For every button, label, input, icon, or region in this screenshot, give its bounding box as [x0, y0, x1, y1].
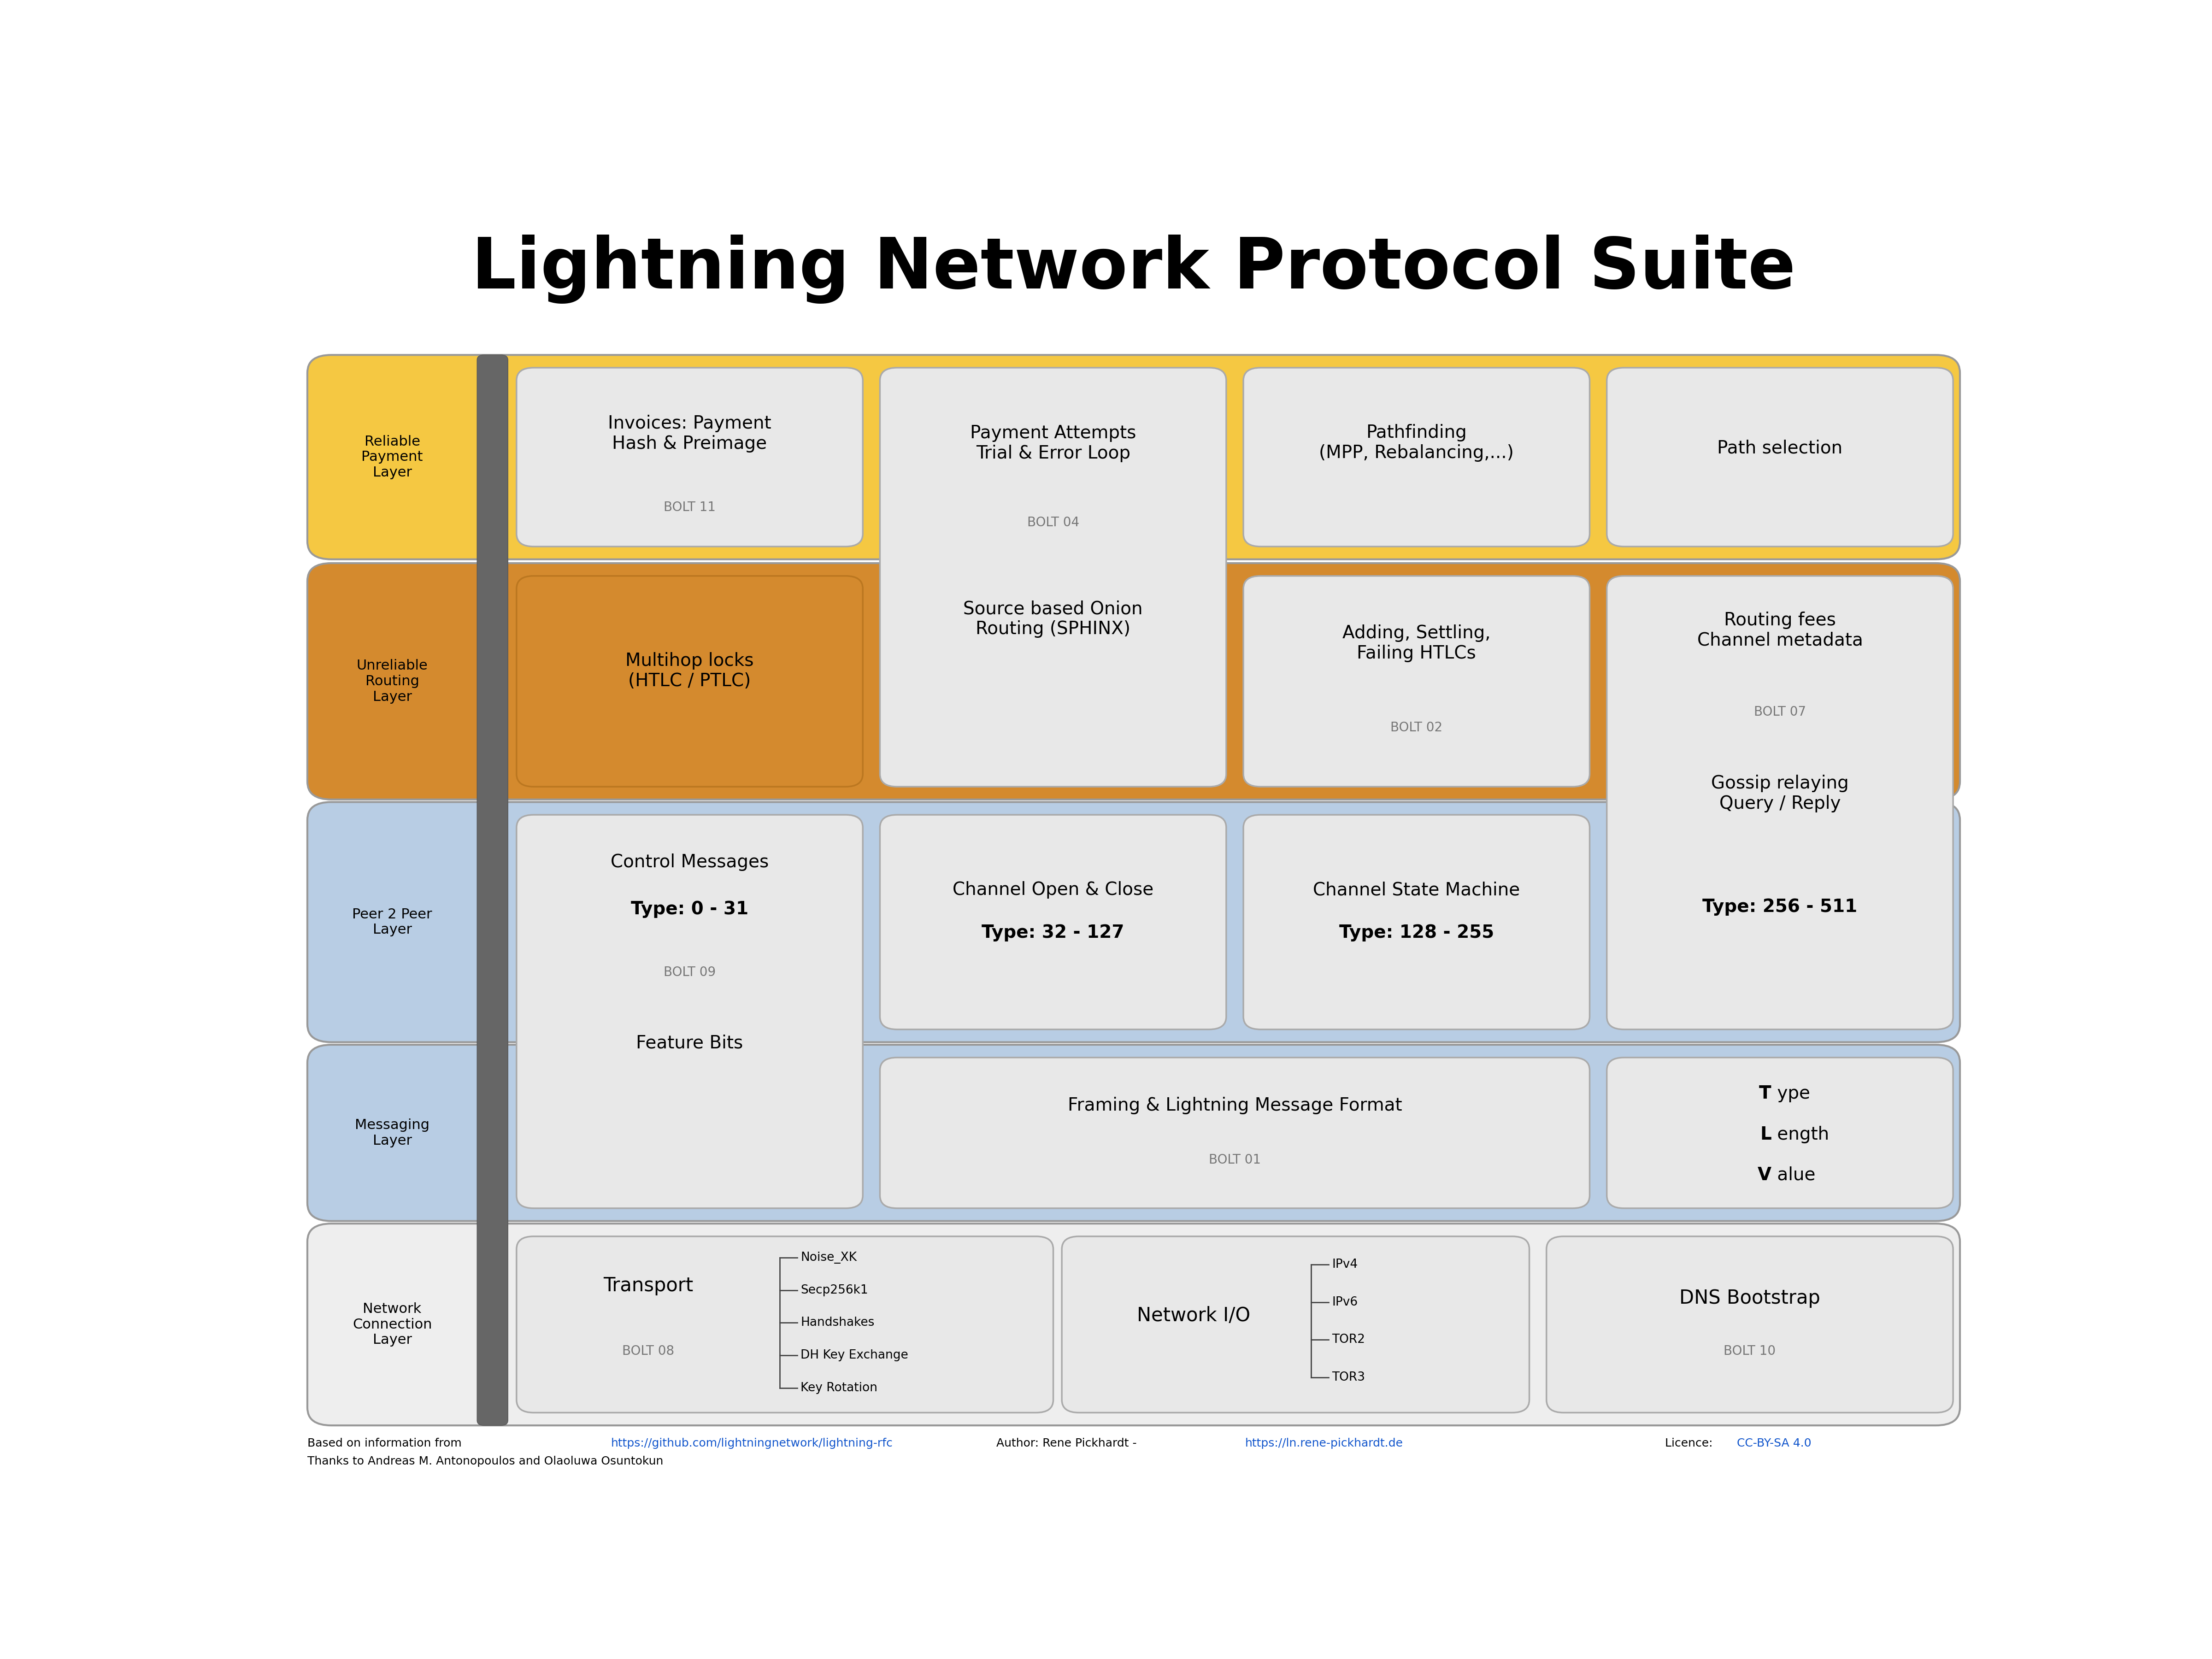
- Text: BOLT 09: BOLT 09: [664, 966, 717, 979]
- Text: Messaging
Layer: Messaging Layer: [354, 1118, 429, 1148]
- Text: Pathfinding
(MPP, Rebalancing,...): Pathfinding (MPP, Rebalancing,...): [1318, 425, 1513, 461]
- Text: Adding, Settling,
Failing HTLCs: Adding, Settling, Failing HTLCs: [1343, 624, 1491, 662]
- FancyBboxPatch shape: [1606, 576, 1953, 1029]
- FancyBboxPatch shape: [307, 562, 1960, 800]
- FancyBboxPatch shape: [518, 815, 863, 1208]
- Text: Licence:: Licence:: [1666, 1438, 1717, 1448]
- Text: DH Key Exchange: DH Key Exchange: [801, 1349, 909, 1362]
- Text: IPv6: IPv6: [1332, 1296, 1358, 1309]
- Text: Author: Rene Pickhardt -: Author: Rene Pickhardt -: [995, 1438, 1141, 1448]
- Text: Peer 2 Peer
Layer: Peer 2 Peer Layer: [352, 907, 431, 937]
- Text: T: T: [1759, 1085, 1772, 1103]
- Text: BOLT 10: BOLT 10: [1723, 1344, 1776, 1357]
- Text: DNS Bootstrap: DNS Bootstrap: [1679, 1289, 1820, 1307]
- Text: Noise_XK: Noise_XK: [801, 1251, 856, 1264]
- Text: Type: 0 - 31: Type: 0 - 31: [630, 901, 748, 917]
- FancyBboxPatch shape: [307, 355, 1960, 559]
- Text: V: V: [1759, 1166, 1772, 1185]
- Text: BOLT 11: BOLT 11: [664, 501, 717, 514]
- Text: TOR2: TOR2: [1332, 1334, 1365, 1345]
- FancyBboxPatch shape: [880, 815, 1225, 1029]
- Text: Control Messages: Control Messages: [611, 853, 770, 871]
- Text: Transport: Transport: [604, 1276, 692, 1296]
- Text: Network I/O: Network I/O: [1137, 1306, 1250, 1326]
- Text: Secp256k1: Secp256k1: [801, 1284, 867, 1296]
- Text: Feature Bits: Feature Bits: [637, 1034, 743, 1052]
- Text: BOLT 07: BOLT 07: [1754, 705, 1805, 718]
- Text: Thanks to Andreas M. Antonopoulos and Olaoluwa Osuntokun: Thanks to Andreas M. Antonopoulos and Ol…: [307, 1455, 664, 1467]
- Text: Path selection: Path selection: [1717, 440, 1843, 456]
- Text: BOLT 02: BOLT 02: [1391, 722, 1442, 735]
- Text: Type: 128 - 255: Type: 128 - 255: [1338, 924, 1493, 942]
- Text: Invoices: Payment
Hash & Preimage: Invoices: Payment Hash & Preimage: [608, 415, 772, 453]
- Text: IPv4: IPv4: [1332, 1259, 1358, 1271]
- Text: BOLT 08: BOLT 08: [622, 1344, 675, 1357]
- FancyBboxPatch shape: [518, 576, 863, 786]
- FancyBboxPatch shape: [1606, 368, 1953, 546]
- FancyBboxPatch shape: [518, 1236, 1053, 1413]
- Text: L: L: [1761, 1126, 1772, 1143]
- FancyBboxPatch shape: [1243, 368, 1590, 546]
- Text: Payment Attempts
Trial & Error Loop: Payment Attempts Trial & Error Loop: [971, 425, 1137, 461]
- Text: Reliable
Payment
Layer: Reliable Payment Layer: [361, 435, 422, 479]
- FancyBboxPatch shape: [478, 355, 509, 1425]
- FancyBboxPatch shape: [1546, 1236, 1953, 1413]
- Text: https://github.com/lightningnetwork/lightning-rfc: https://github.com/lightningnetwork/ligh…: [611, 1438, 894, 1448]
- FancyBboxPatch shape: [1062, 1236, 1528, 1413]
- Text: Source based Onion
Routing (SPHINX): Source based Onion Routing (SPHINX): [964, 601, 1144, 639]
- Text: Handshakes: Handshakes: [801, 1317, 874, 1329]
- Text: Type: 256 - 511: Type: 256 - 511: [1703, 898, 1858, 916]
- Text: alue: alue: [1772, 1166, 1816, 1185]
- Text: https://ln.rene-pickhardt.de: https://ln.rene-pickhardt.de: [1245, 1438, 1402, 1448]
- Text: Type: 32 - 127: Type: 32 - 127: [982, 924, 1124, 942]
- FancyBboxPatch shape: [880, 1057, 1590, 1208]
- Text: TOR3: TOR3: [1332, 1372, 1365, 1384]
- Text: Based on information from: Based on information from: [307, 1438, 465, 1448]
- FancyBboxPatch shape: [1606, 1057, 1953, 1208]
- Text: Unreliable
Routing
Layer: Unreliable Routing Layer: [356, 659, 427, 703]
- FancyBboxPatch shape: [307, 1045, 1960, 1221]
- FancyBboxPatch shape: [518, 368, 863, 546]
- FancyBboxPatch shape: [1243, 576, 1590, 786]
- Text: CC-BY-SA 4.0: CC-BY-SA 4.0: [1736, 1438, 1812, 1448]
- FancyBboxPatch shape: [307, 801, 1960, 1042]
- FancyBboxPatch shape: [1243, 815, 1590, 1029]
- Text: Multihop locks
(HTLC / PTLC): Multihop locks (HTLC / PTLC): [626, 652, 754, 690]
- Text: Gossip relaying
Query / Reply: Gossip relaying Query / Reply: [1712, 775, 1849, 813]
- Text: Channel State Machine: Channel State Machine: [1314, 881, 1520, 899]
- Text: Lightning Network Protocol Suite: Lightning Network Protocol Suite: [471, 236, 1796, 304]
- Text: ype: ype: [1772, 1085, 1809, 1103]
- Text: Key Rotation: Key Rotation: [801, 1382, 878, 1394]
- Text: Network
Connection
Layer: Network Connection Layer: [352, 1302, 431, 1347]
- Text: Framing & Lightning Message Format: Framing & Lightning Message Format: [1068, 1097, 1402, 1115]
- Text: BOLT 01: BOLT 01: [1208, 1153, 1261, 1166]
- Text: BOLT 04: BOLT 04: [1026, 516, 1079, 529]
- Text: Channel Open & Close: Channel Open & Close: [953, 881, 1155, 899]
- Text: ength: ength: [1772, 1126, 1829, 1143]
- FancyBboxPatch shape: [880, 368, 1225, 786]
- FancyBboxPatch shape: [307, 1224, 1960, 1425]
- Text: Routing fees
Channel metadata: Routing fees Channel metadata: [1697, 612, 1863, 649]
